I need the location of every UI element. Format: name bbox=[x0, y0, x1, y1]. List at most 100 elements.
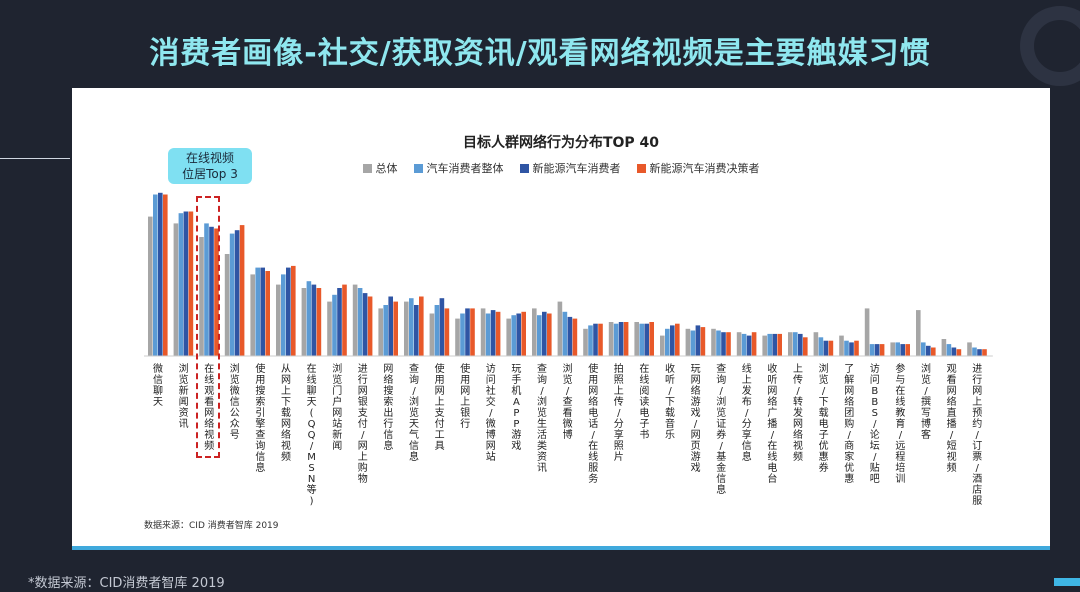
category-label: 使用搜索引擎查询信息 bbox=[255, 362, 265, 474]
callout-badge: 在线视频 位居Top 3 bbox=[168, 148, 252, 184]
legend-swatch bbox=[413, 164, 423, 173]
bar bbox=[613, 323, 619, 356]
bar bbox=[572, 318, 578, 356]
bar bbox=[429, 313, 435, 356]
bar bbox=[967, 342, 972, 356]
bar bbox=[583, 328, 588, 356]
category-label: 使用网上支付工具 bbox=[435, 362, 445, 452]
bar bbox=[726, 332, 731, 356]
category-label: 了解网络团购/商家优惠 bbox=[844, 363, 854, 485]
category-label: 查询/浏览证券/基金信息 bbox=[716, 362, 726, 496]
bar bbox=[711, 328, 716, 356]
bar bbox=[490, 310, 496, 356]
bar bbox=[777, 333, 782, 356]
bar bbox=[393, 301, 398, 356]
bar bbox=[532, 308, 537, 356]
bar bbox=[188, 211, 194, 356]
bar bbox=[951, 347, 957, 356]
legend-label: 新能源汽车消费决策者 bbox=[649, 162, 760, 175]
bar bbox=[357, 288, 363, 356]
category-label: 浏览/下载电子优惠券 bbox=[819, 362, 829, 474]
bar bbox=[383, 305, 388, 356]
bar bbox=[234, 230, 240, 356]
bar bbox=[301, 288, 307, 356]
legend-item: 新能源汽车消费决策者 bbox=[636, 160, 760, 176]
bar bbox=[286, 267, 291, 356]
callout-line2: 位居Top 3 bbox=[182, 167, 238, 181]
bar bbox=[465, 308, 470, 356]
category-label: 网络搜索出行信息 bbox=[383, 363, 393, 452]
bar bbox=[905, 344, 910, 356]
bar bbox=[746, 335, 752, 356]
chart-title: 目标人群网络行为分布TOP 40 bbox=[462, 135, 660, 151]
bar bbox=[332, 294, 337, 356]
bar bbox=[972, 347, 977, 356]
category-label: 参与在线教育/远程培训 bbox=[895, 362, 905, 485]
chart-legend: 总体 汽车消费者整体 新能源汽车消费者 新能源汽车消费决策者 bbox=[72, 160, 1050, 176]
bar bbox=[916, 310, 921, 356]
legend-item: 新能源汽车消费者 bbox=[519, 160, 621, 176]
bar bbox=[455, 318, 460, 356]
bar bbox=[649, 322, 654, 356]
callout-line1: 在线视频 bbox=[185, 151, 234, 165]
bar bbox=[818, 337, 824, 356]
bar bbox=[557, 301, 563, 356]
bar bbox=[844, 340, 849, 356]
legend-item: 总体 bbox=[362, 160, 398, 176]
category-label: 在线聊天(Q Q / M S N 等) bbox=[307, 363, 317, 507]
bar bbox=[414, 305, 419, 356]
category-label: 收听网络广播/在线电台 bbox=[767, 362, 777, 485]
category-label: 使用网上银行 bbox=[460, 362, 470, 430]
bar bbox=[516, 313, 521, 356]
bar bbox=[946, 344, 952, 356]
bar bbox=[588, 325, 593, 356]
category-label: 访问社交/微博网站 bbox=[486, 363, 496, 463]
decorative-ring bbox=[1020, 6, 1080, 86]
category-label: 在线观看网络视频 bbox=[204, 363, 214, 452]
bar bbox=[644, 323, 649, 356]
bar bbox=[623, 322, 629, 356]
category-label: 浏览/撰写博客 bbox=[921, 362, 931, 441]
bar bbox=[311, 284, 317, 356]
category-label: 访问 B B S/论坛/贴吧 bbox=[870, 363, 880, 485]
bar bbox=[199, 237, 204, 356]
category-label: 上传/转发网络视频 bbox=[793, 363, 803, 463]
bar bbox=[434, 305, 440, 356]
category-label: 在线阅读电子书 bbox=[639, 363, 649, 441]
bar-chart: 微信聊天 浏览新闻资讯 在线观看网络视频 浏览微信公众号 使用搜索引擎查询信息 从网上下载… bbox=[144, 192, 993, 507]
bar bbox=[895, 342, 900, 356]
bar bbox=[485, 313, 491, 356]
bar bbox=[921, 342, 926, 356]
bar bbox=[250, 274, 255, 356]
bar bbox=[281, 274, 286, 356]
bar bbox=[634, 322, 639, 356]
bar bbox=[874, 344, 880, 356]
bar bbox=[567, 316, 573, 356]
bar bbox=[547, 313, 552, 356]
category-label: 浏览微信公众号 bbox=[230, 362, 240, 441]
bar bbox=[639, 323, 644, 356]
category-label: 观看网络直播/短视频 bbox=[947, 363, 957, 474]
chart-panel: 目标人群网络行为分布TOP 40 总体 汽车消费者整体 新能源汽车消费者 新能源汽车消… bbox=[72, 88, 1050, 546]
bar bbox=[562, 311, 568, 356]
bar bbox=[537, 315, 542, 356]
bar bbox=[685, 328, 691, 356]
bar bbox=[608, 322, 614, 356]
bar bbox=[839, 335, 844, 356]
bar bbox=[798, 333, 803, 356]
bar bbox=[736, 332, 742, 356]
legend-label: 总体 bbox=[375, 162, 398, 175]
bar bbox=[291, 265, 296, 356]
bar bbox=[265, 271, 270, 356]
bar bbox=[618, 322, 624, 356]
footer-note: *数据来源：CID消费者智库 2019 bbox=[28, 576, 225, 591]
bar bbox=[276, 284, 281, 356]
bar bbox=[158, 192, 163, 356]
bar bbox=[849, 342, 854, 356]
legend-item: 汽车消费者整体 bbox=[413, 160, 504, 176]
bar bbox=[306, 281, 312, 356]
bar bbox=[367, 296, 373, 356]
bar bbox=[229, 233, 235, 356]
bar bbox=[864, 308, 870, 356]
legend-label: 新能源汽车消费者 bbox=[532, 162, 621, 175]
